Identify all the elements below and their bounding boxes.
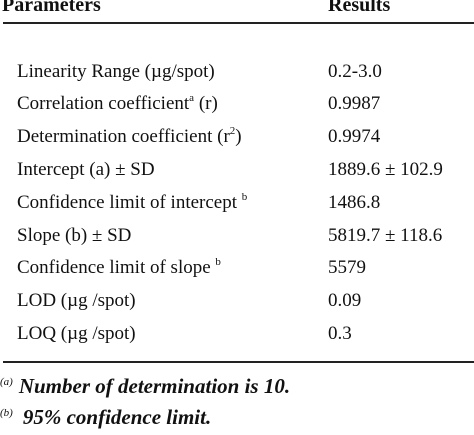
bottom-rule (3, 361, 474, 363)
row-parameter: Intercept (a) ± SD (17, 159, 155, 180)
footnote-text: 95% confidence limit. (22, 405, 212, 429)
table-row: Confidence limit of intercept b 1486.8 (0, 191, 474, 222)
row-parameter: Confidence limit of intercept b (17, 191, 248, 213)
row-result: 1486.8 (328, 192, 381, 213)
top-rule (3, 22, 474, 24)
row-result: 0.9987 (328, 93, 381, 114)
row-result: 1889.6 ± 102.9 (328, 159, 443, 180)
table-header: Parameters Results (0, 0, 474, 20)
table-row: Confidence limit of slope b 5579 (0, 256, 474, 287)
footnote-marker: (a) (0, 376, 13, 388)
table-row: LOQ (µg /spot) 0.3 (0, 323, 474, 353)
footnote-marker: (b) (0, 407, 13, 419)
row-parameter: Slope (b) ± SD (17, 225, 132, 246)
row-parameter: Correlation coefficienta (r) (17, 92, 218, 114)
row-parameter: Confidence limit of slope b (17, 256, 221, 278)
row-parameter: Linearity Range (µg/spot) (17, 61, 215, 82)
table-row: Determination coefficient (r2) 0.9974 (0, 125, 474, 156)
row-result: 0.9974 (328, 126, 381, 147)
footnote-a: (a) Number of determination is 10. (0, 374, 290, 404)
table-row: Slope (b) ± SD 5819.7 ± 118.6 (0, 225, 474, 255)
row-result: 5819.7 ± 118.6 (328, 225, 443, 246)
row-parameter: LOQ (µg /spot) (17, 323, 136, 344)
table-row: LOD (µg /spot) 0.09 (0, 290, 474, 320)
row-parameter: Determination coefficient (r2) (17, 125, 242, 147)
footnote-b: (b) 95% confidence limit. (0, 405, 211, 435)
row-result: 0.3 (328, 323, 352, 344)
footnote-text: Number of determination is 10. (18, 374, 291, 398)
row-result: 0.2-3.0 (328, 61, 382, 82)
row-result: 0.09 (328, 290, 362, 311)
table-row: Correlation coefficienta (r) 0.9987 (0, 92, 474, 123)
header-results: Results (328, 0, 391, 16)
row-result: 5579 (328, 257, 366, 278)
header-parameters: Parameters (2, 0, 101, 16)
table-row: Intercept (a) ± SD 1889.6 ± 102.9 (0, 159, 474, 189)
table-row: Linearity Range (µg/spot) 0.2-3.0 (0, 61, 474, 91)
row-parameter: LOD (µg /spot) (17, 290, 136, 311)
